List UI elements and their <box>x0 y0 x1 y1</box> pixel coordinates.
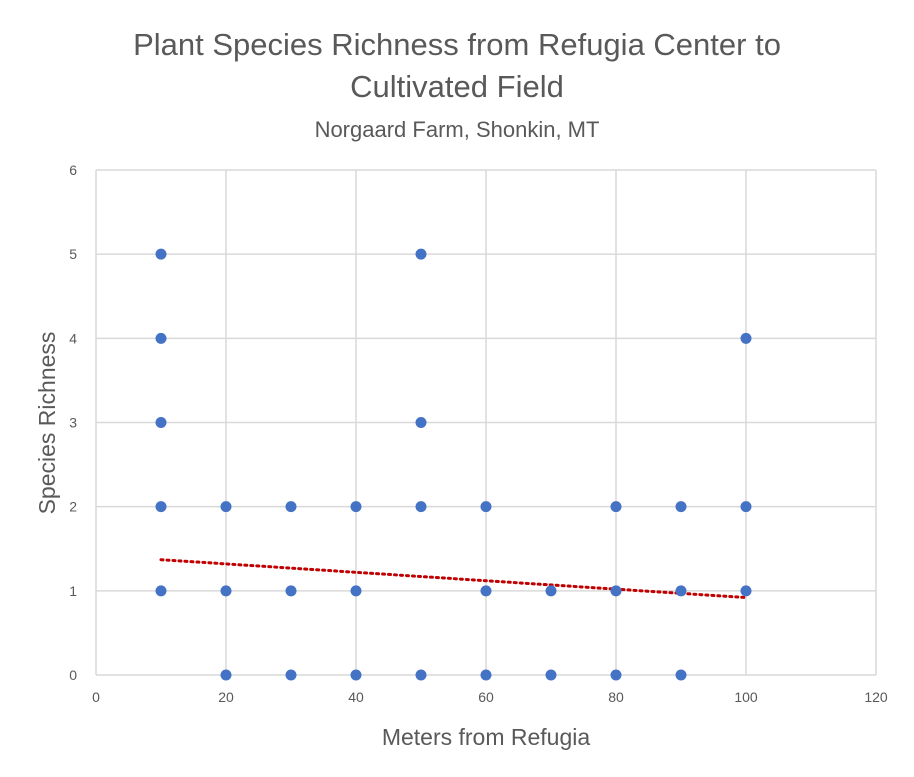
data-point <box>740 332 752 344</box>
data-point <box>740 585 752 597</box>
data-point <box>740 501 752 513</box>
data-point <box>415 501 427 513</box>
x-tick-label: 60 <box>478 689 494 705</box>
data-point <box>415 417 427 428</box>
data-point <box>610 501 622 513</box>
data-point <box>675 501 687 513</box>
data-point <box>675 585 687 597</box>
data-point <box>155 332 167 344</box>
linear-trendline <box>159 558 748 600</box>
x-tick-label: 100 <box>734 689 758 705</box>
x-tick-label: 20 <box>218 689 234 705</box>
data-point <box>610 585 622 597</box>
data-point <box>155 585 167 597</box>
chart-title: Plant Species Richness from Refugia Cent… <box>133 27 781 62</box>
x-tick-label: 80 <box>608 689 624 705</box>
data-point <box>350 585 362 597</box>
tick-labels: 0 20 40 60 80 100 120 0 1 2 3 4 5 6 <box>69 162 888 705</box>
data-point <box>220 501 232 513</box>
x-axis-label: Meters from Refugia <box>382 724 591 750</box>
data-point <box>545 585 557 597</box>
gridlines <box>95 169 877 676</box>
y-tick-label: 3 <box>69 415 77 431</box>
y-tick-label: 5 <box>69 246 77 262</box>
data-point <box>480 669 492 681</box>
data-point <box>415 669 427 681</box>
data-point <box>350 501 362 513</box>
x-tick-label: 0 <box>92 689 100 705</box>
data-point <box>155 501 167 513</box>
y-axis-label: Species Richness <box>34 332 60 515</box>
x-tick-label: 40 <box>348 689 364 705</box>
x-tick-label: 120 <box>864 689 888 705</box>
data-point <box>220 585 232 597</box>
data-point <box>350 669 362 681</box>
y-tick-label: 2 <box>69 499 77 515</box>
trendline-layer <box>159 558 748 600</box>
data-point <box>155 417 167 428</box>
chart-subtitle: Norgaard Farm, Shonkin, MT <box>315 117 600 142</box>
y-tick-label: 4 <box>69 330 77 346</box>
data-point <box>220 669 232 681</box>
data-point <box>675 669 687 681</box>
data-points <box>155 248 752 681</box>
data-point <box>285 585 297 597</box>
y-tick-label: 6 <box>69 162 77 178</box>
data-point <box>285 501 297 513</box>
data-point <box>480 501 492 513</box>
data-point <box>155 248 167 260</box>
chart-title-line2: Cultivated Field <box>350 69 564 104</box>
data-point <box>285 669 297 681</box>
data-point <box>610 669 622 681</box>
data-point <box>480 585 492 597</box>
data-point <box>415 248 427 260</box>
y-tick-label: 0 <box>69 667 77 683</box>
y-tick-label: 1 <box>69 583 77 599</box>
data-point <box>545 669 557 681</box>
